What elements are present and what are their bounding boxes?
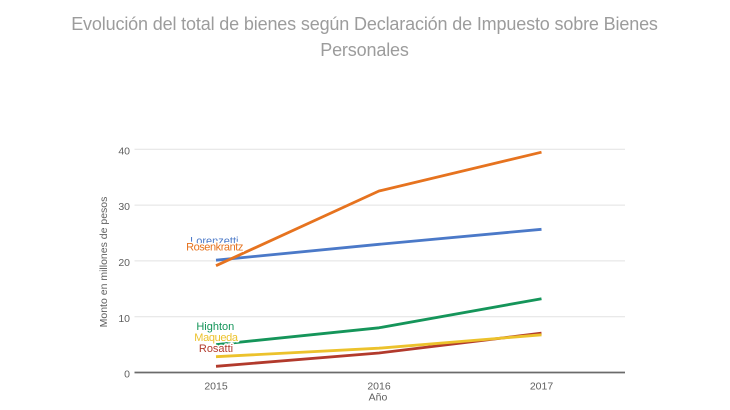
svg-text:Maqueda: Maqueda xyxy=(194,332,239,344)
svg-text:40: 40 xyxy=(118,145,130,157)
svg-text:Rosatti: Rosatti xyxy=(199,343,233,355)
svg-text:0: 0 xyxy=(124,369,130,381)
svg-text:2016: 2016 xyxy=(367,380,391,392)
svg-text:2015: 2015 xyxy=(204,380,228,392)
svg-text:Highton: Highton xyxy=(196,321,234,333)
svg-text:20: 20 xyxy=(118,257,130,269)
svg-text:Personales: Personales xyxy=(320,40,409,60)
svg-text:Rosenkrantz: Rosenkrantz xyxy=(186,242,243,254)
svg-text:Evolución del total de bienes: Evolución del total de bienes según Decl… xyxy=(71,14,658,34)
svg-text:10: 10 xyxy=(118,313,130,325)
svg-text:Lorenzetti: Lorenzetti xyxy=(190,236,238,248)
svg-text:30: 30 xyxy=(118,201,130,213)
svg-text:Monto en millones de pesos: Monto en millones de pesos xyxy=(98,197,110,328)
svg-text:2017: 2017 xyxy=(530,380,554,392)
svg-text:Año: Año xyxy=(369,391,388,403)
